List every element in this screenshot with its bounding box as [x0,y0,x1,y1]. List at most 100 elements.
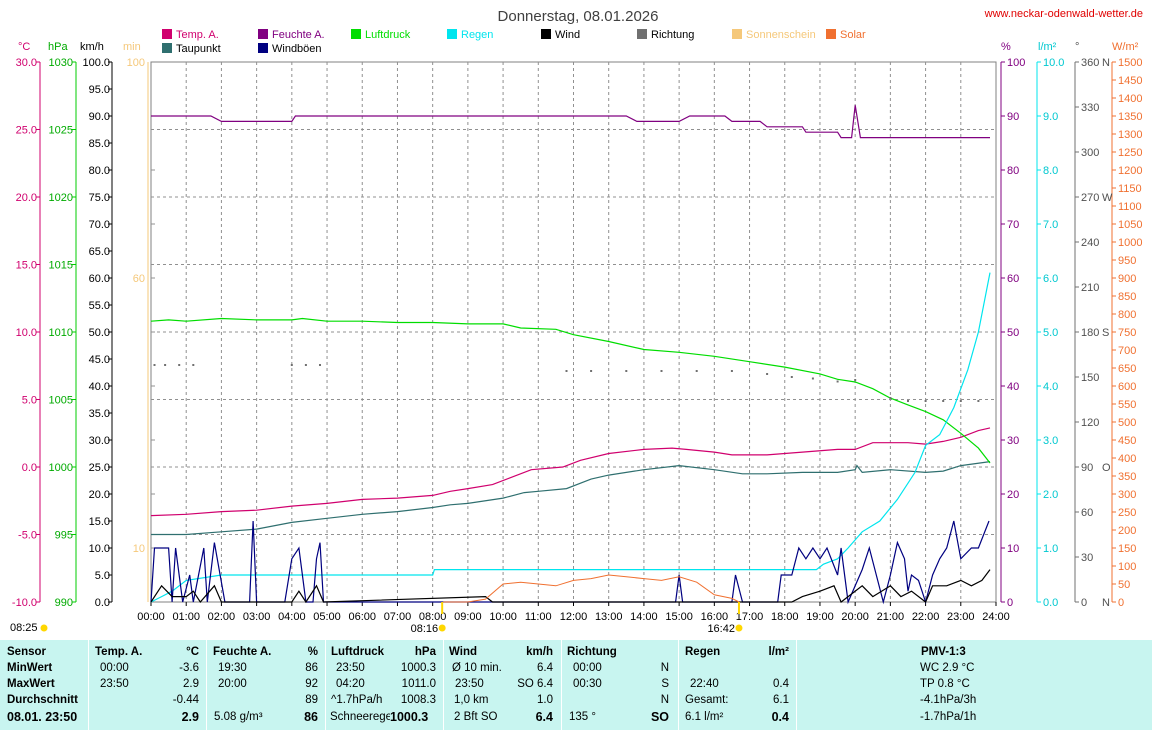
header-press: Luftdruck [331,646,385,658]
temp-tick-label: 10.0 [16,327,37,339]
rain-tick-label: 2.0 [1043,489,1058,501]
solar-unit-label: W/m² [1112,41,1139,53]
solar-tick-label: 150 [1118,543,1136,555]
legend-swatch [637,29,647,39]
avg-temp-value: -0.44 [172,694,199,706]
solar-tick-label: 1100 [1118,201,1142,213]
max-hum-time: 20:00 [218,678,247,690]
richtung-dot [836,380,839,383]
avg-rain-value: 6.1 [773,694,789,706]
richtung-dot [924,400,927,402]
kmh-tick-label: 35.0 [89,408,110,420]
solar-tick-label: 800 [1118,309,1136,321]
header-hum: Feuchte A. [213,646,272,658]
legend-label: Taupunkt [176,43,221,55]
max-press-value: 1011.0 [401,678,436,690]
kmh-tick-label: 60.0 [89,273,110,285]
deg-tick-label: 150 [1081,372,1099,384]
header-wind: Wind [449,646,477,658]
kmh-tick-label: 70.0 [89,219,110,231]
richtung-dot [192,364,195,366]
sun-icon [40,624,48,632]
solar-tick-label: 750 [1118,327,1136,339]
kmh-tick-label: 85.0 [89,138,110,150]
min-hum-time: 19:30 [218,662,247,674]
solar-tick-label: 850 [1118,291,1136,303]
rain-tick-label: 0.0 [1043,597,1058,609]
richtung-dot [565,370,568,372]
series-taupunkt [151,461,991,536]
header-dir: Richtung [567,646,617,658]
richtung-dot [766,373,769,375]
kmh-tick-label: 80.0 [89,165,110,177]
hpa-tick-label: 1015 [49,260,73,272]
solar-tick-label: 950 [1118,255,1136,267]
temp-tick-label: 30.0 [16,57,37,69]
x-tick-label: 13:00 [595,611,623,623]
pmv-1h: -1.7hPa/1h [920,711,977,723]
rain-tick-label: 6.0 [1043,273,1058,285]
x-tick-label: 23:00 [947,611,975,623]
x-tick-label: 07:00 [384,611,412,623]
min-temp-time: 00:00 [100,662,129,674]
legend-label: Luftdruck [365,29,411,41]
cur-weather-state: Schneeregen [330,711,390,723]
x-tick-label: 12:00 [560,611,588,623]
temp-tick-label: 20.0 [16,192,37,204]
deg-direction-label: S [1102,327,1109,339]
kmh-unit-label: km/h [80,41,104,53]
pct-tick-label: 100 [1007,57,1025,69]
pmv-3h: -4.1hPa/3h [920,694,977,706]
x-tick-label: 14:00 [630,611,658,623]
rain-tick-label: 10.0 [1043,57,1064,69]
solar-tick-label: 450 [1118,435,1136,447]
sun-icon [735,624,743,632]
legend-swatch [541,29,551,39]
pct-tick-label: 40 [1007,381,1019,393]
chart-title: Donnerstag, 08.01.2026 [498,8,659,25]
hpa-tick-label: 1020 [49,192,73,204]
solar-tick-label: 900 [1118,273,1136,285]
avg-wind-value: 1.0 [537,694,553,706]
kmh-tick-label: 10.0 [89,543,110,555]
max-temp-value: 2.9 [183,678,199,690]
pct-tick-label: 10 [1007,543,1019,555]
legend-swatch [732,29,742,39]
x-tick-label: 04:00 [278,611,306,623]
sun-markers: 08:25 08:16 16:42 [10,602,743,635]
richtung-dot [811,377,814,380]
header-hum-unit: % [307,646,318,658]
kmh-tick-label: 15.0 [89,516,110,528]
avg-rain-label: Gesamt: [685,694,729,706]
max-dir-time: 00:30 [573,678,602,690]
solar-tick-label: 1450 [1118,75,1142,87]
richtung-dot [695,370,698,372]
x-tick-label: 01:00 [172,611,200,623]
hpa-tick-label: 990 [55,597,73,609]
max-press-time: 04:20 [336,678,365,690]
legend-label: Temp. A. [176,29,219,41]
x-tick-label: 18:00 [771,611,799,623]
legend-swatch [258,43,268,53]
richtung-dot [164,364,167,366]
legend-swatch [162,29,172,39]
pct-tick-label: 20 [1007,489,1019,501]
legend-label: Solar [840,29,866,41]
max-rain-time: 22:40 [690,678,719,690]
kmh-tick-label: 55.0 [89,300,110,312]
weather-chart: Donnerstag, 08.01.2026 www.neckar-odenwa… [10,8,1143,635]
pmv-tp: TP 0.8 °C [920,678,970,690]
cur-temp-value: 2.9 [181,710,199,724]
richtung-dot [730,370,733,372]
temp-tick-label: 0.0 [22,462,37,474]
richtung-dot [290,364,293,366]
min-press-value: 1000.3 [400,662,436,674]
rain-tick-label: 8.0 [1043,165,1058,177]
temp-tick-label: 25.0 [16,125,37,137]
site-link[interactable]: www.neckar-odenwald-wetter.de [984,8,1143,20]
cur-rain-value: 0.4 [771,710,789,724]
x-tick-label: 05:00 [313,611,341,623]
min-tick-label: 60 [133,273,145,285]
solar-tick-label: 400 [1118,453,1136,465]
min-dir-time: 00:00 [573,662,602,674]
